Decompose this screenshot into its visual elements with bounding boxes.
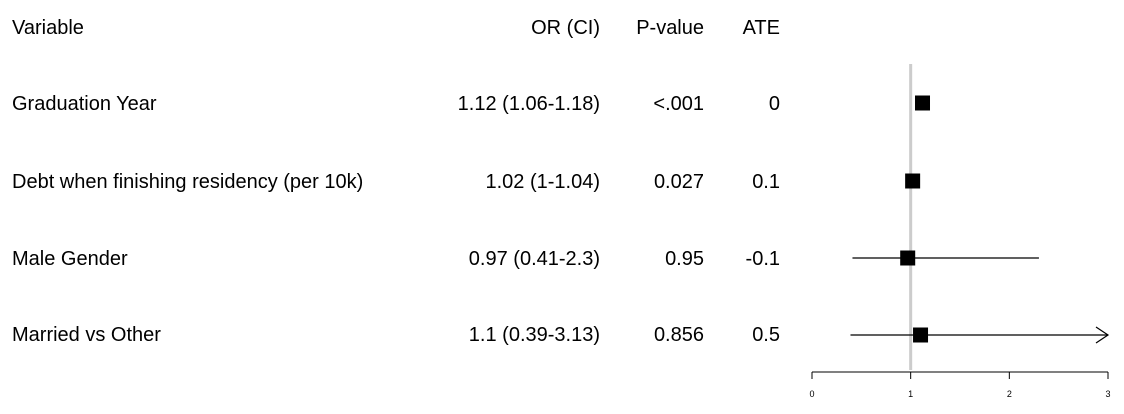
header-p-value: P-value [636, 17, 704, 39]
row-4-variable: Married vs Other [12, 324, 161, 346]
row-2-p-value: 0.027 [653, 171, 704, 193]
row-3-ate: -0.1 [745, 248, 780, 270]
row-3-p-value: 0.95 [665, 248, 704, 270]
ci-arrow-4 [1095, 326, 1110, 344]
header-variable: Variable [12, 17, 84, 39]
row-1-p-value: <.001 [653, 93, 704, 115]
header-ate: ATE [742, 17, 780, 39]
header-or-ci: OR (CI) [531, 17, 600, 39]
row-4-p-value: 0.856 [653, 324, 704, 346]
row-1-ate: 0 [768, 93, 780, 115]
row-2-ate: 0.1 [752, 171, 780, 193]
row-2-variable: Debt when finishing residency (per 10k) [12, 171, 364, 193]
x-tick-label-3: 3 [1105, 389, 1110, 399]
point-estimate-4 [913, 327, 929, 343]
point-estimate-3 [900, 250, 916, 266]
row-4-or-ci: 1.1 (0.39-3.13) [468, 324, 600, 346]
x-tick-label-0: 0 [809, 389, 814, 399]
x-tick-label-1: 1 [908, 389, 913, 399]
row-4-ate: 0.5 [752, 324, 780, 346]
point-estimate-2 [905, 173, 921, 189]
row-1-variable: Graduation Year [12, 93, 157, 115]
x-tick-label-2: 2 [1007, 389, 1012, 399]
row-2-or-ci: 1.02 (1-1.04) [485, 171, 600, 193]
row-3-or-ci: 0.97 (0.41-2.3) [468, 248, 600, 270]
point-estimate-1 [915, 95, 931, 111]
row-1-or-ci: 1.12 (1.06-1.18) [457, 93, 600, 115]
row-3-variable: Male Gender [12, 248, 128, 270]
